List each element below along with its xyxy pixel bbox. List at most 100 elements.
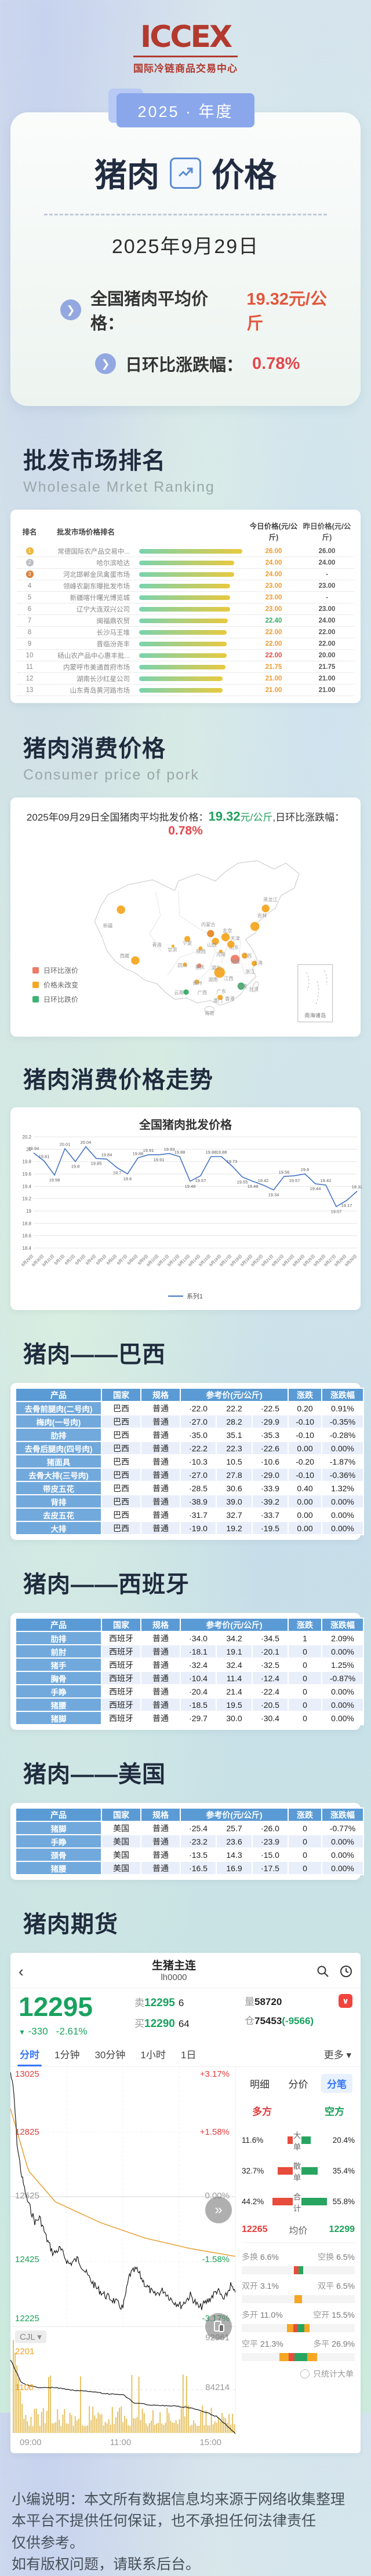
col-yesterday: 昨日价格(元/公斤) xyxy=(303,522,351,541)
iccex-logo-subtitle: 国际冷链商品交易中心 xyxy=(133,56,238,75)
value-cell: 0.00% xyxy=(321,1644,365,1659)
panel-tab-分价[interactable]: 分价 xyxy=(288,2079,308,2090)
more-menu[interactable]: 更多 ▾ xyxy=(323,2049,351,2061)
svg-text:19.57: 19.57 xyxy=(289,1178,300,1183)
tab-1分钟[interactable]: 1分钟 xyxy=(54,2049,80,2061)
svg-text:19.56: 19.56 xyxy=(279,1169,290,1174)
short-pct: 55.8% xyxy=(332,2197,355,2207)
table-row: 猪脚 美国 普通 ·25.4 25.7·26.0 0 -0.77% xyxy=(15,1821,365,1835)
search-icon[interactable] xyxy=(317,1965,329,1978)
short-pct: 20.4% xyxy=(332,2136,355,2145)
value-cell: ·16.5 xyxy=(180,1861,217,1875)
ranking-header: 排名 批发市场价格排名 今日价格(元/公斤) 昨日价格(元/公斤) xyxy=(17,518,354,546)
product-cell: 猪面具 xyxy=(15,1454,102,1469)
long-bar xyxy=(272,2198,293,2206)
market-name: 领峰农副东曝批发市场 xyxy=(63,583,130,590)
red-alert-icon[interactable]: ∨ xyxy=(339,1994,352,2008)
avg-price-value: 19.32元/公斤 xyxy=(246,290,327,333)
market-name: 山东青岛黄河路市场 xyxy=(70,687,130,694)
product-cell: 前肘 xyxy=(15,1644,102,1659)
table-row: 7 闽福鼎农贸 22.40 24.00 xyxy=(17,615,354,627)
col-rank: 排名 xyxy=(22,528,37,536)
column-header: 产品 xyxy=(15,1388,102,1402)
back-chevron-icon[interactable]: ‹ xyxy=(19,1962,24,1980)
pct-axis-label: -1.58% xyxy=(202,2254,230,2264)
table-row: 猪手 西班牙 普通 ·32.4 32.4·32.5 0 1.25% xyxy=(15,1657,365,1672)
value-cell: -0.35% xyxy=(321,1414,365,1429)
country-tables: 猪肉——巴西 产品 国家 规格 参考价(元/公斤) 涨跌 涨跌幅 去骨前腿肉(二号肉) 巴西 普通… xyxy=(0,1335,371,1880)
svg-text:河南: 河南 xyxy=(216,952,226,957)
tab-1小时[interactable]: 1小时 xyxy=(140,2049,166,2061)
radio-icon[interactable] xyxy=(300,2369,310,2379)
short-bar xyxy=(301,2136,311,2145)
price-bar xyxy=(139,560,235,565)
table-row: 去骨大排(三号肉) 巴西 普通 ·27.0 27.8·29.0 -0.10 -0.36% xyxy=(15,1468,365,1482)
value-cell: 美国 xyxy=(101,1834,141,1849)
volume-indicator-dropdown[interactable]: CJL ▾ xyxy=(15,2330,46,2343)
today-price: 21.00 xyxy=(265,675,282,682)
panel-tab-明细[interactable]: 明细 xyxy=(250,2079,270,2090)
fast-forward-button[interactable]: » xyxy=(205,2196,232,2223)
avg-price-label: 全国猪肉平均价格： xyxy=(90,290,209,333)
tab-30分钟[interactable]: 30分钟 xyxy=(94,2049,126,2061)
yesterday-price: 21.75 xyxy=(318,663,336,671)
table-row: 1 常德国际农产品交易中... 26.00 26.00 xyxy=(17,546,354,557)
bar-cell xyxy=(134,641,247,646)
tab-1日[interactable]: 1日 xyxy=(180,2049,197,2061)
clock-icon[interactable] xyxy=(340,1965,352,1978)
bar-cell xyxy=(134,676,247,681)
big-order-filter[interactable]: 只统计大单 xyxy=(242,2368,355,2380)
today-price: 22.00 xyxy=(265,640,282,647)
product-cell: 猪脚 xyxy=(15,1711,102,1725)
value-cell: ·28.5 xyxy=(180,1481,217,1495)
today-price: 22.00 xyxy=(265,628,282,636)
value-cell: 巴西 xyxy=(101,1428,141,1442)
column-header: 国家 xyxy=(101,1807,141,1822)
product-cell: 背排 xyxy=(15,1494,102,1509)
legend-swatch xyxy=(32,982,39,988)
tab-分时[interactable]: 分时 xyxy=(17,2047,42,2066)
table-row: 肋排 西班牙 普通 ·34.0 34.2·34.5 1 2.09% xyxy=(15,1631,365,1645)
bar-cell xyxy=(134,664,247,669)
column-header: 国家 xyxy=(101,1618,141,1632)
ask-label: 卖 xyxy=(134,1997,144,2009)
flow-stats: 多换 6.6% 空换 6.5% 双开 3.1% 双平 6.5% 多开 11.0% 空开 15.5% 空平… xyxy=(242,2242,355,2361)
bid-qty: 64 xyxy=(178,2018,190,2030)
table-row: 手睁 西班牙 普通 ·20.4 21.4·22.4 0 0.00% xyxy=(15,1684,365,1699)
price-bar xyxy=(139,687,223,693)
value-cell: 0 xyxy=(288,1861,323,1875)
svg-text:19.17: 19.17 xyxy=(341,1203,352,1208)
volume-label: 量 xyxy=(245,1996,254,2008)
day-change-row: ❯ 日环比涨跌幅： 0.78% xyxy=(95,352,341,376)
flow-bar xyxy=(242,2323,355,2332)
chevron-circle-icon: ❯ xyxy=(60,299,81,320)
today-price: 22.40 xyxy=(265,617,282,624)
table-row: 去骨后腿肉(四号肉) 巴西 普通 ·22.2 22.3·22.6 0.00 0.00% xyxy=(15,1441,365,1455)
svg-text:19.84: 19.84 xyxy=(101,1152,112,1157)
table-row: 前肘 西班牙 普通 ·18.1 19.1·20.1 0 0.00% xyxy=(15,1644,365,1659)
time-label: 09:00 xyxy=(20,2437,42,2447)
column-header: 涨跌 xyxy=(288,1618,323,1632)
map-headline-mid: ,日环比涨跌幅： xyxy=(272,812,345,823)
table-row: 5 新疆喀什曙光博览城 23.00 - xyxy=(17,592,354,603)
market-name: 哈尔滨哈达 xyxy=(96,559,130,567)
table-row: 颈骨 美国 普通 ·13.5 14.3·15.0 0 0.00% xyxy=(15,1847,365,1862)
value-cell: -0.20 xyxy=(288,1454,323,1469)
ask-qty: 6 xyxy=(178,1997,184,2009)
svg-text:19.42: 19.42 xyxy=(321,1178,332,1183)
price-bar xyxy=(139,630,227,635)
svg-text:19.8: 19.8 xyxy=(22,1159,31,1165)
section-title-country: 猪肉——西班牙 xyxy=(23,1572,190,1597)
panel-tab-分笔[interactable]: 分笔 xyxy=(321,2073,352,2093)
value-cell: 1.32% xyxy=(321,1481,365,1495)
phone-mirror-button[interactable] xyxy=(205,2312,232,2340)
col-today: 今日价格(元/公斤) xyxy=(249,522,298,541)
product-cell: 肋排 xyxy=(15,1631,102,1645)
table-row: 去骨前腿肉(二号肉) 巴西 普通 ·22.0 22.2·22.5 0.20 0.91% xyxy=(15,1401,365,1415)
value-cell: ·33.9 xyxy=(251,1481,289,1495)
table-row: 肋排 巴西 普通 ·35.0 35.1·35.3 -0.10 -0.28% xyxy=(15,1428,365,1442)
value-cell: 巴西 xyxy=(101,1507,141,1522)
down-triangle-icon: ▼ xyxy=(19,2028,26,2036)
short-label: 空方 xyxy=(325,2106,344,2117)
svg-text:20: 20 xyxy=(26,1147,31,1152)
